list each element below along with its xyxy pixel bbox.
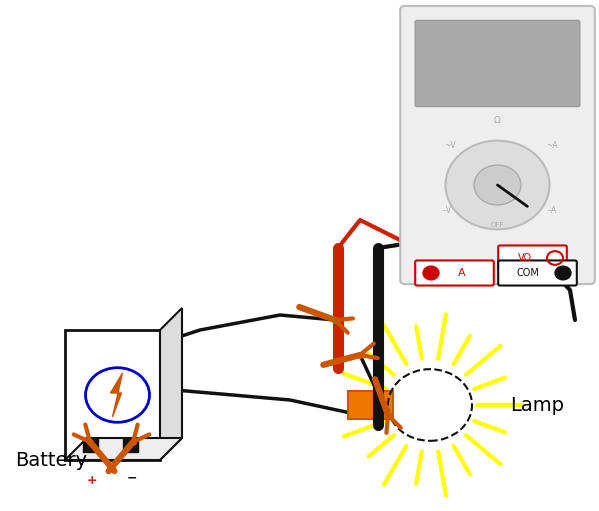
Circle shape <box>423 266 439 280</box>
Circle shape <box>446 141 549 229</box>
Text: −: − <box>127 472 137 484</box>
FancyBboxPatch shape <box>415 20 580 106</box>
Text: ~A: ~A <box>546 141 558 150</box>
Bar <box>83 438 98 452</box>
Text: –A: –A <box>547 205 556 215</box>
Text: OFF: OFF <box>491 222 504 228</box>
Text: Battery: Battery <box>15 451 87 470</box>
Circle shape <box>555 266 571 280</box>
Bar <box>348 391 393 419</box>
FancyBboxPatch shape <box>498 245 567 270</box>
Text: +: + <box>87 474 97 486</box>
Circle shape <box>474 165 521 205</box>
FancyBboxPatch shape <box>415 261 494 286</box>
Text: COM: COM <box>516 268 540 278</box>
Text: –V: –V <box>443 205 452 215</box>
Text: A: A <box>458 268 466 278</box>
Text: ~V: ~V <box>444 141 456 150</box>
Polygon shape <box>110 373 123 417</box>
FancyBboxPatch shape <box>400 6 595 284</box>
Polygon shape <box>160 308 182 460</box>
Text: Ω: Ω <box>494 115 501 125</box>
Polygon shape <box>65 438 182 460</box>
Bar <box>123 438 138 452</box>
Polygon shape <box>65 330 160 460</box>
Text: Lamp: Lamp <box>510 396 564 414</box>
Text: VΩ: VΩ <box>518 253 531 263</box>
FancyBboxPatch shape <box>498 261 577 286</box>
